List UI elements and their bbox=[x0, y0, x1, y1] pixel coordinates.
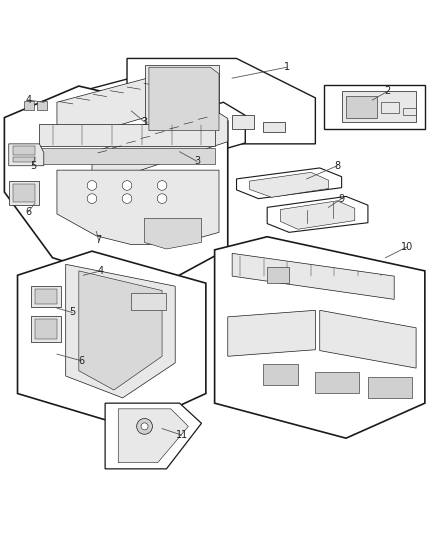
Polygon shape bbox=[118, 409, 188, 463]
Polygon shape bbox=[39, 148, 215, 164]
Polygon shape bbox=[31, 316, 61, 342]
Circle shape bbox=[87, 194, 97, 204]
Polygon shape bbox=[346, 96, 377, 118]
Polygon shape bbox=[18, 251, 206, 427]
Polygon shape bbox=[149, 67, 219, 131]
Polygon shape bbox=[79, 271, 162, 390]
Text: 1: 1 bbox=[284, 62, 290, 72]
Polygon shape bbox=[31, 286, 61, 307]
Polygon shape bbox=[35, 289, 57, 304]
Polygon shape bbox=[237, 168, 342, 199]
Polygon shape bbox=[232, 253, 394, 300]
Text: 8: 8 bbox=[334, 161, 340, 171]
Circle shape bbox=[87, 181, 97, 190]
Polygon shape bbox=[24, 101, 34, 110]
Polygon shape bbox=[57, 67, 201, 140]
Text: 4: 4 bbox=[25, 95, 32, 105]
Polygon shape bbox=[131, 293, 166, 310]
Polygon shape bbox=[127, 59, 315, 144]
Polygon shape bbox=[403, 108, 416, 115]
Text: 3: 3 bbox=[194, 156, 200, 166]
Text: 6: 6 bbox=[25, 207, 32, 217]
Circle shape bbox=[141, 423, 148, 430]
Polygon shape bbox=[13, 146, 35, 155]
Polygon shape bbox=[324, 85, 425, 128]
Polygon shape bbox=[368, 377, 412, 398]
Polygon shape bbox=[232, 115, 254, 128]
Text: 5: 5 bbox=[30, 161, 36, 171]
Text: 6: 6 bbox=[78, 356, 84, 366]
Polygon shape bbox=[315, 372, 359, 393]
Text: 2: 2 bbox=[385, 86, 391, 96]
Polygon shape bbox=[39, 124, 215, 146]
Polygon shape bbox=[57, 170, 219, 245]
Polygon shape bbox=[381, 102, 399, 113]
Polygon shape bbox=[263, 364, 298, 385]
Polygon shape bbox=[9, 181, 39, 205]
Text: 10: 10 bbox=[401, 242, 413, 252]
Polygon shape bbox=[145, 219, 201, 249]
Polygon shape bbox=[66, 264, 175, 398]
Polygon shape bbox=[37, 101, 47, 110]
Circle shape bbox=[122, 194, 132, 204]
Circle shape bbox=[157, 181, 167, 190]
Polygon shape bbox=[263, 122, 285, 132]
Polygon shape bbox=[267, 197, 368, 232]
Text: 3: 3 bbox=[141, 117, 148, 127]
Polygon shape bbox=[105, 403, 201, 469]
Polygon shape bbox=[13, 184, 35, 201]
Polygon shape bbox=[228, 310, 315, 356]
Text: 4: 4 bbox=[98, 266, 104, 276]
Polygon shape bbox=[92, 110, 228, 183]
Polygon shape bbox=[320, 310, 416, 368]
Polygon shape bbox=[250, 172, 328, 197]
Polygon shape bbox=[39, 63, 219, 145]
Polygon shape bbox=[13, 157, 35, 162]
Text: 5: 5 bbox=[69, 308, 75, 318]
Circle shape bbox=[137, 418, 152, 434]
Polygon shape bbox=[35, 319, 57, 339]
Circle shape bbox=[122, 181, 132, 190]
Polygon shape bbox=[74, 102, 245, 189]
Text: 7: 7 bbox=[95, 235, 102, 245]
Polygon shape bbox=[215, 237, 425, 438]
Polygon shape bbox=[9, 144, 44, 166]
Polygon shape bbox=[145, 65, 219, 135]
Circle shape bbox=[157, 194, 167, 204]
Polygon shape bbox=[342, 91, 416, 122]
Text: 9: 9 bbox=[339, 193, 345, 204]
Text: 11: 11 bbox=[176, 430, 188, 440]
Polygon shape bbox=[280, 201, 355, 229]
Polygon shape bbox=[4, 86, 228, 289]
Polygon shape bbox=[267, 268, 289, 283]
